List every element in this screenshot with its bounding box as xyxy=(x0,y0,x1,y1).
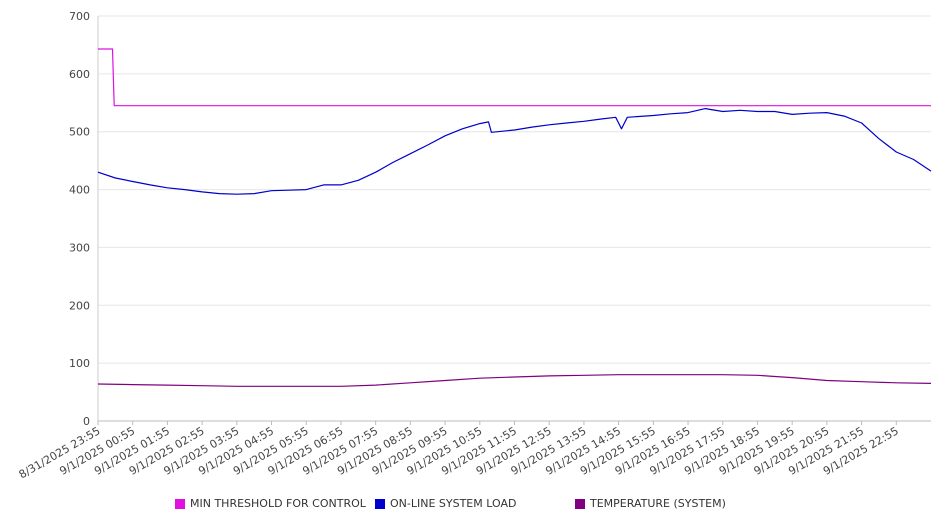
series-line-system-load xyxy=(97,108,932,195)
legend-swatch-system-load xyxy=(375,498,385,509)
series-lines xyxy=(97,48,932,387)
y-axis: 0 100 200 300 400 500 600 700 xyxy=(69,10,99,428)
x-axis: 8/31/2025 23:559/1/2025 00:559/1/2025 01… xyxy=(17,421,901,481)
y-tick-label: 500 xyxy=(69,126,90,139)
legend-item-min-threshold: MIN THRESHOLD FOR CONTROL xyxy=(175,497,366,510)
y-tick-label: 0 xyxy=(83,415,90,428)
legend-label-temperature: TEMPERATURE (SYSTEM) xyxy=(590,497,726,510)
grid-lines xyxy=(98,15,931,422)
legend-item-temperature: TEMPERATURE (SYSTEM) xyxy=(575,497,726,510)
legend-item-system-load: ON-LINE SYSTEM LOAD xyxy=(375,497,516,510)
y-tick-label: 700 xyxy=(69,10,90,23)
legend-label-system-load: ON-LINE SYSTEM LOAD xyxy=(390,497,517,510)
y-tick-label: 100 xyxy=(69,357,90,370)
y-tick-label: 300 xyxy=(69,241,90,254)
legend-swatch-temperature xyxy=(575,498,585,509)
y-tick-label: 600 xyxy=(69,68,90,81)
series-line-temperature xyxy=(97,374,932,387)
legend: MIN THRESHOLD FOR CONTROL ON-LINE SYSTEM… xyxy=(0,497,946,515)
legend-swatch-min-threshold xyxy=(175,498,185,509)
legend-label-min-threshold: MIN THRESHOLD FOR CONTROL xyxy=(190,497,366,510)
y-tick-label: 400 xyxy=(69,184,90,197)
series-line-min-threshold xyxy=(98,48,931,107)
y-tick-label: 200 xyxy=(69,299,90,312)
